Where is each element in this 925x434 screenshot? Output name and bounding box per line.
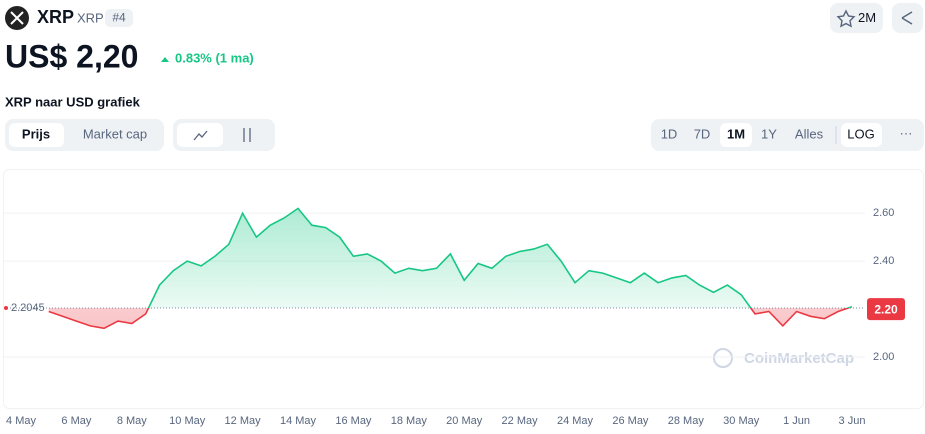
area-down bbox=[48, 308, 852, 329]
share-button[interactable] bbox=[892, 3, 923, 33]
x-tick-label: 4 May bbox=[6, 415, 36, 427]
line-icon bbox=[193, 130, 208, 141]
price: US$ 2,20 bbox=[5, 38, 138, 74]
area-up bbox=[148, 208, 852, 309]
x-tick-label: 24 May bbox=[557, 415, 594, 427]
x-tick-label: 30 May bbox=[723, 415, 760, 427]
log-toggle[interactable]: LOG bbox=[847, 126, 874, 141]
rank: #4 bbox=[112, 11, 126, 25]
candle-icon[interactable] bbox=[243, 128, 251, 142]
x-tick-label: 22 May bbox=[502, 415, 539, 427]
log-bg bbox=[841, 123, 882, 147]
y-tick-label: 2.00 bbox=[873, 351, 894, 363]
tab[interactable]: Market cap bbox=[83, 126, 147, 141]
x-tick-label: 16 May bbox=[335, 415, 372, 427]
current-price-label: 2.20 bbox=[874, 302, 898, 316]
chart-frame bbox=[3, 169, 924, 409]
x-tick-label: 8 May bbox=[117, 415, 147, 427]
x-tick-label: 14 May bbox=[280, 415, 317, 427]
x-tick-label: 26 May bbox=[612, 415, 649, 427]
star-icon bbox=[836, 9, 856, 28]
range-button[interactable]: Alles bbox=[795, 126, 824, 141]
range-button[interactable]: 1D bbox=[661, 126, 678, 141]
range-button[interactable]: 7D bbox=[694, 126, 711, 141]
coin-name: XRP bbox=[37, 7, 74, 27]
coin-logo-mark bbox=[10, 11, 24, 25]
x-tick-label: 20 May bbox=[446, 415, 483, 427]
y-tick-label: 2.60 bbox=[873, 207, 894, 219]
range-button[interactable]: 1Y bbox=[761, 126, 777, 141]
x-tick-label: 28 May bbox=[668, 415, 705, 427]
x-tick-label: 12 May bbox=[225, 415, 262, 427]
watermark: CoinMarketCap bbox=[744, 350, 854, 367]
baseline-label: 2.2045 bbox=[11, 302, 45, 314]
coin-symbol: XRP bbox=[77, 10, 104, 25]
range-active-bg bbox=[720, 123, 752, 147]
y-tick-label: 2.40 bbox=[873, 255, 894, 267]
price-line-up bbox=[147, 207, 853, 309]
rank-badge bbox=[105, 9, 133, 27]
current-price-tag bbox=[867, 298, 905, 321]
more-button[interactable]: ··· bbox=[900, 125, 913, 140]
range-group bbox=[651, 119, 924, 151]
price-change: 0.83% (1 ma) bbox=[175, 50, 254, 65]
x-tick-label: 10 May bbox=[169, 415, 206, 427]
tab[interactable]: Prijs bbox=[22, 126, 50, 141]
change-arrow bbox=[161, 57, 169, 62]
x-tick-label: 18 May bbox=[391, 415, 428, 427]
x-tick-label: 3 Jun bbox=[839, 415, 866, 427]
baseline-dot bbox=[4, 306, 8, 311]
x-tick-label: 1 Jun bbox=[783, 415, 810, 427]
share-icon bbox=[901, 11, 913, 25]
chart-heading: XRP naar USD grafiek bbox=[5, 94, 141, 109]
x-tick-label: 6 May bbox=[61, 415, 91, 427]
watermark-logo bbox=[713, 348, 733, 368]
range-button[interactable]: 1M bbox=[727, 126, 745, 141]
tab-active-bg bbox=[9, 123, 64, 147]
watchers: 2M bbox=[858, 10, 876, 25]
